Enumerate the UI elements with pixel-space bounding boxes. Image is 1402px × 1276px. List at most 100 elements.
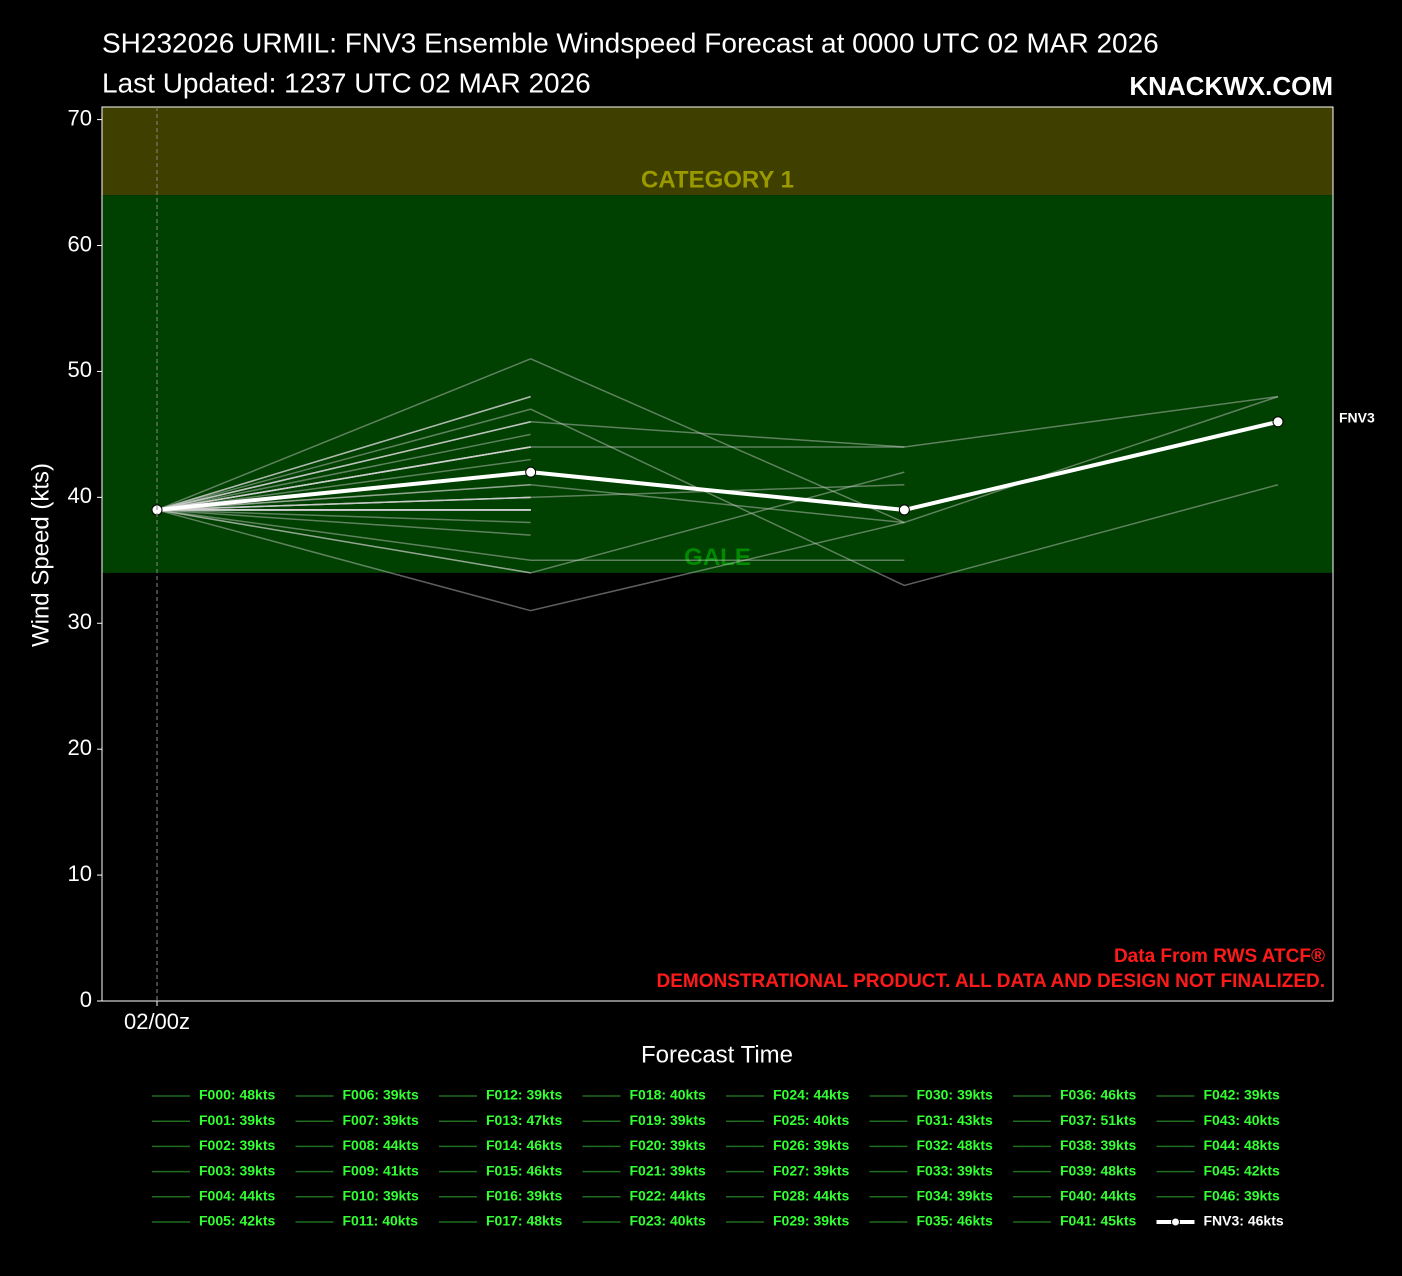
legend-label: F015: 46kts — [486, 1162, 562, 1178]
band-label: CATEGORY 1 — [641, 166, 794, 193]
legend-label: F009: 41kts — [343, 1162, 419, 1178]
ensemble-line — [156, 446, 531, 511]
chart-title: SH232026 URMIL: FNV3 Ensemble Windspeed … — [102, 27, 1159, 58]
x-tick-label: 02/00z — [124, 1009, 190, 1034]
end-label: FNV3 — [1339, 409, 1375, 425]
legend-swatch-marker — [1171, 1217, 1180, 1227]
legend-label: F043: 40kts — [1204, 1112, 1280, 1128]
note: DEMONSTRATIONAL PRODUCT. ALL DATA AND DE… — [657, 971, 1326, 992]
ensemble-line — [156, 446, 531, 511]
plot-frame — [101, 106, 1334, 1002]
y-tick-label: 30 — [68, 609, 92, 634]
legend-label: F003: 39kts — [199, 1162, 275, 1178]
ensemble-line — [156, 509, 905, 612]
legend-label: F022: 44kts — [630, 1188, 706, 1204]
legend-label: F020: 39kts — [630, 1137, 706, 1153]
ensemble-line — [156, 408, 1279, 587]
y-tick-label: 10 — [68, 861, 92, 886]
ensemble-line — [156, 496, 531, 511]
ensemble-line — [156, 496, 531, 511]
ensemble-line — [156, 395, 531, 511]
ensemble-line — [156, 509, 531, 574]
legend-label: F018: 40kts — [630, 1087, 706, 1103]
legend-label: F001: 39kts — [199, 1112, 275, 1128]
legend-label: F019: 39kts — [630, 1112, 706, 1128]
legend-label: FNV3: 46kts — [1204, 1213, 1284, 1229]
legend-label: F026: 39kts — [773, 1137, 849, 1153]
legend-label: F032: 48kts — [917, 1137, 993, 1153]
y-tick-label: 0 — [80, 987, 92, 1012]
legend-label: F034: 39kts — [917, 1188, 993, 1204]
ensemble-line — [156, 471, 905, 574]
ensemble-line — [156, 421, 531, 511]
y-axis-label: Wind Speed (kts) — [27, 463, 54, 647]
legend-label: F028: 44kts — [773, 1188, 849, 1204]
legend-label: F016: 39kts — [486, 1188, 562, 1204]
band-label: GALE — [684, 544, 751, 571]
ensemble-line — [156, 509, 531, 524]
y-tick-label: 50 — [68, 357, 92, 382]
legend-label: F008: 44kts — [343, 1137, 419, 1153]
note: Data From RWS ATCF® — [1114, 946, 1325, 967]
legend-label: F036: 46kts — [1060, 1087, 1136, 1103]
ensemble-line — [156, 395, 531, 511]
legend-label: F033: 39kts — [917, 1162, 993, 1178]
legend-label: F007: 39kts — [343, 1112, 419, 1128]
ensemble-line — [156, 421, 531, 511]
legend-label: F039: 48kts — [1060, 1162, 1136, 1178]
y-tick-label: 20 — [68, 735, 92, 760]
ensemble-line — [156, 446, 531, 511]
legend-label: F011: 40kts — [343, 1213, 419, 1229]
legend-label: F006: 39kts — [343, 1087, 419, 1103]
legend-label: F030: 39kts — [917, 1087, 993, 1103]
brand: KNACKWX.COM — [1129, 71, 1333, 101]
ensemble-line — [156, 509, 905, 562]
ensemble-line — [156, 433, 531, 511]
ensemble-line — [156, 358, 905, 524]
x-axis-label: Forecast Time — [641, 1041, 793, 1068]
legend-label: F024: 44kts — [773, 1087, 849, 1103]
legend-label: F010: 39kts — [343, 1188, 419, 1204]
main-line — [156, 419, 1279, 512]
legend-label: F037: 51kts — [1060, 1112, 1136, 1128]
legend-label: F014: 46kts — [486, 1137, 562, 1153]
ensemble-line — [156, 458, 531, 511]
legend-label: F005: 42kts — [199, 1213, 275, 1229]
ensemble-line — [156, 446, 531, 511]
ensemble-line — [156, 496, 531, 511]
ensemble-line — [156, 421, 531, 511]
ensemble-line — [156, 496, 531, 511]
ensemble-line — [156, 483, 905, 511]
legend-label: F027: 39kts — [773, 1162, 849, 1178]
marker — [898, 504, 910, 516]
ensemble-line — [156, 446, 531, 511]
legend-label: F002: 39kts — [199, 1137, 275, 1153]
chart-subtitle: Last Updated: 1237 UTC 02 MAR 2026 — [102, 67, 591, 98]
legend-label: F041: 45kts — [1060, 1213, 1136, 1229]
legend-label: F025: 40kts — [773, 1112, 849, 1128]
y-tick-label: 40 — [68, 483, 92, 508]
legend-label: F040: 44kts — [1060, 1188, 1136, 1204]
marker — [525, 466, 537, 478]
legend-label: F013: 47kts — [486, 1112, 562, 1128]
legend-label: F035: 46kts — [917, 1213, 993, 1229]
legend-label: F031: 43kts — [917, 1112, 993, 1128]
ensemble-line — [156, 395, 1279, 511]
legend-label: F000: 48kts — [199, 1087, 275, 1103]
ensemble-line — [156, 483, 531, 511]
marker — [1272, 416, 1284, 428]
legend-label: F017: 48kts — [486, 1213, 562, 1229]
legend-label: F044: 48kts — [1204, 1137, 1280, 1153]
ensemble-line — [156, 446, 531, 511]
band — [102, 107, 1333, 196]
legend-label: F038: 39kts — [1060, 1137, 1136, 1153]
legend-label: F029: 39kts — [773, 1213, 849, 1229]
ensemble-line — [156, 509, 531, 536]
band — [102, 195, 1333, 573]
legend-label: F021: 39kts — [630, 1162, 706, 1178]
y-tick-label: 60 — [68, 231, 92, 256]
legend-label: F004: 44kts — [199, 1188, 275, 1204]
ensemble-line — [156, 421, 905, 511]
legend-label: F042: 39kts — [1204, 1087, 1280, 1103]
legend-label: F012: 39kts — [486, 1087, 562, 1103]
